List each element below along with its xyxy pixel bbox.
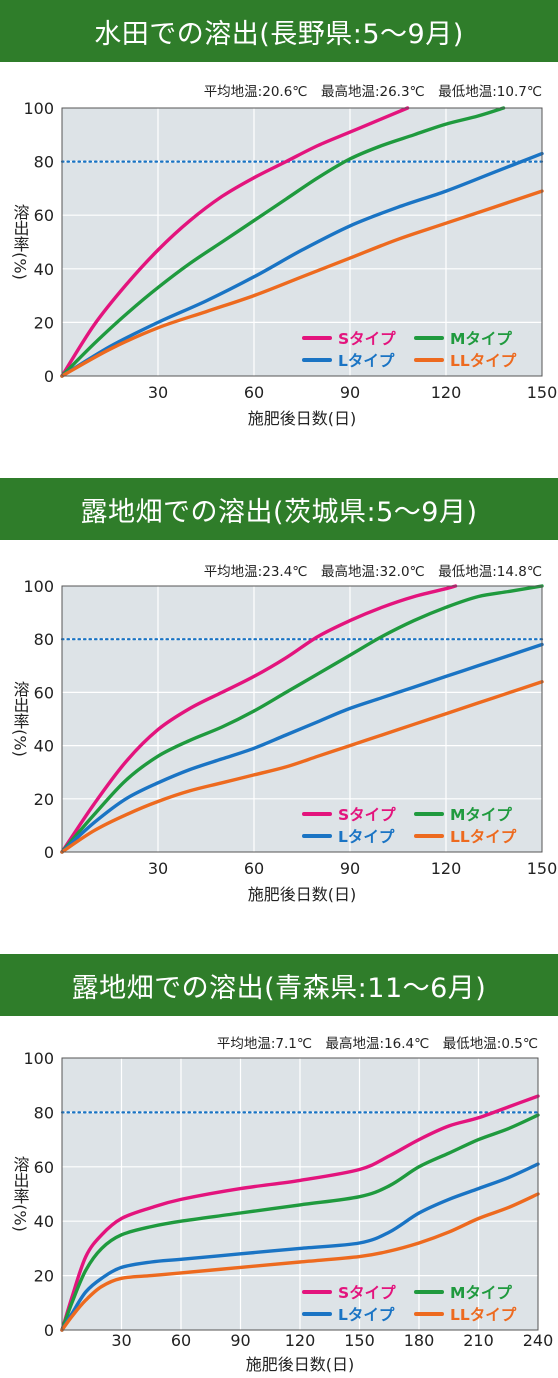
chart-1-y-tick-label: 100 [23,99,54,118]
chart-1-x-tick-label: 120 [431,383,462,402]
chart-2-y-tick-label: 60 [34,683,54,702]
chart-3-series-line-m [60,1113,540,1332]
chart-2-series-line-s [60,584,458,854]
chart-2-y-tick-label: 80 [34,630,54,649]
chart-1-y-tick-label: 80 [34,153,54,172]
chart-2-legend-label-s: Sタイプ [338,805,396,824]
chart-3-x-tick-label: 240 [523,1331,554,1350]
chart-1-y-tick-label: 0 [44,367,54,386]
chart-1-x-axis-label: 施肥後日数(日) [248,409,357,428]
chart-1-x-tick-label: 90 [340,383,360,402]
chart-2-x-axis-label: 施肥後日数(日) [248,885,357,904]
chart-1-title: 水田での溶出(長野県:5〜9月) [94,18,464,50]
chart-2-title: 露地畑での溶出(茨城県:5〜9月) [80,496,478,528]
chart-3-y-tick-label: 60 [34,1158,54,1177]
chart-3-y-tick-label: 40 [34,1212,54,1231]
chart-1-stats-text: 平均地温:20.6℃ 最高地温:26.3℃ 最低地温:10.7℃ [204,83,542,100]
chart-1-plot-border [61,107,543,377]
chart-3-legend-label-l: Lタイプ [338,1305,395,1324]
chart-2-y-tick-label: 40 [34,737,54,756]
chart-3-plot-border [61,1057,539,1331]
chart-2-y-tick-label: 100 [23,577,54,596]
chart-1-y-tick-label: 20 [34,313,54,332]
chart-1-legend-label-ll: LLタイプ [450,351,517,370]
chart-1-x-tick-label: 150 [527,383,558,402]
chart-3-x-tick-label: 30 [111,1331,131,1350]
chart-2-x-tick-label: 90 [340,859,360,878]
chart-3-title-banner: 露地畑での溶出(青森県:11〜6月) [0,954,558,1016]
chart-3-y-tick-label: 20 [34,1267,54,1286]
chart-1-legend-label-m: Mタイプ [450,329,512,348]
chart-2-x-tick-label: 120 [431,859,462,878]
chart-2-legend-label-l: Lタイプ [338,827,395,846]
chart-2-legend-label-ll: LLタイプ [450,827,517,846]
chart-2-plot-border [61,585,543,853]
chart-3-x-tick-label: 120 [285,1331,316,1350]
chart-3-legend-label-ll: LLタイプ [450,1305,517,1324]
chart-1-svg: 平均地温:20.6℃ 最高地温:26.3℃ 最低地温:10.7℃ 0 20 40 60 8… [11,83,558,428]
chart-3-y-tick-label: 80 [34,1103,54,1122]
chart-2-legend-label-m: Mタイプ [450,805,512,824]
chart-2-x-tick-label: 30 [148,859,168,878]
chart-1-y-axis-label: 溶出率(%) [11,204,30,280]
chart-2-legend: Sタイプ Mタイプ Lタイプ LLタイプ [302,805,517,846]
chart-1-legend-label-s: Sタイプ [338,329,396,348]
chart-3-x-axis-label: 施肥後日数(日) [246,1355,355,1374]
chart-2-x-tick-label: 150 [527,859,558,878]
chart-2-svg: 平均地温:23.4℃ 最高地温:32.0℃ 最低地温:14.8℃ 0 20 40 60 8… [11,563,558,904]
chart-3-y-axis-label: 溶出率(%) [11,1156,30,1232]
chart-1-y-tick-label: 40 [34,260,54,279]
chart-1-y-tick-label: 60 [34,206,54,225]
chart-3-series-line-l [60,1162,540,1332]
chart-1-x-tick-label: 60 [244,383,264,402]
chart-3-legend-label-s: Sタイプ [338,1283,396,1302]
chart-3-y-tick-label: 100 [23,1049,54,1068]
chart-3-x-tick-label: 150 [344,1331,375,1350]
chart-3-stats-text: 平均地温:7.1℃ 最高地温:16.4℃ 最低地温:0.5℃ [217,1035,538,1052]
chart-3-legend: Sタイプ Mタイプ Lタイプ LLタイプ [302,1283,517,1324]
chart-1-series-line-m [60,106,506,378]
chart-1-x-tick-label: 30 [148,383,168,402]
chart-2-y-tick-label: 20 [34,790,54,809]
chart-1-title-banner: 水田での溶出(長野県:5〜9月) [0,0,558,62]
chart-1-series-line-l [60,151,544,378]
chart-1-series-line-s [60,106,410,378]
chart-3-y-tick-label: 0 [44,1321,54,1340]
chart-2-title-banner: 露地畑での溶出(茨城県:5〜9月) [0,478,558,540]
chart-2-series-line-ll [60,680,544,854]
chart-2-x-tick-label: 60 [244,859,264,878]
chart-3-series-line-ll [60,1192,540,1332]
chart-3-series-line-s [60,1094,540,1332]
chart-2-y-tick-label: 0 [44,843,54,862]
chart-2-series-line-m [60,584,544,854]
chart-3-x-tick-label: 180 [404,1331,435,1350]
chart-2-series-line-l [60,642,544,854]
chart-3-svg: 平均地温:7.1℃ 最高地温:16.4℃ 最低地温:0.5℃ 0 20 40 60 80 1… [11,1035,554,1374]
chart-1-legend-label-l: Lタイプ [338,351,395,370]
chart-2-stats-text: 平均地温:23.4℃ 最高地温:32.0℃ 最低地温:14.8℃ [204,563,542,580]
chart-3-title: 露地畑での溶出(青森県:11〜6月) [71,972,487,1004]
chart-2-y-axis-label: 溶出率(%) [11,681,30,757]
chart-3-x-tick-label: 60 [171,1331,191,1350]
chart-1-legend: Sタイプ Mタイプ Lタイプ LLタイプ [302,329,517,370]
chart-1-series-line-ll [60,189,544,378]
chart-3-legend-label-m: Mタイプ [450,1283,512,1302]
chart-3-x-tick-label: 210 [463,1331,494,1350]
chart-3-x-tick-label: 90 [230,1331,250,1350]
